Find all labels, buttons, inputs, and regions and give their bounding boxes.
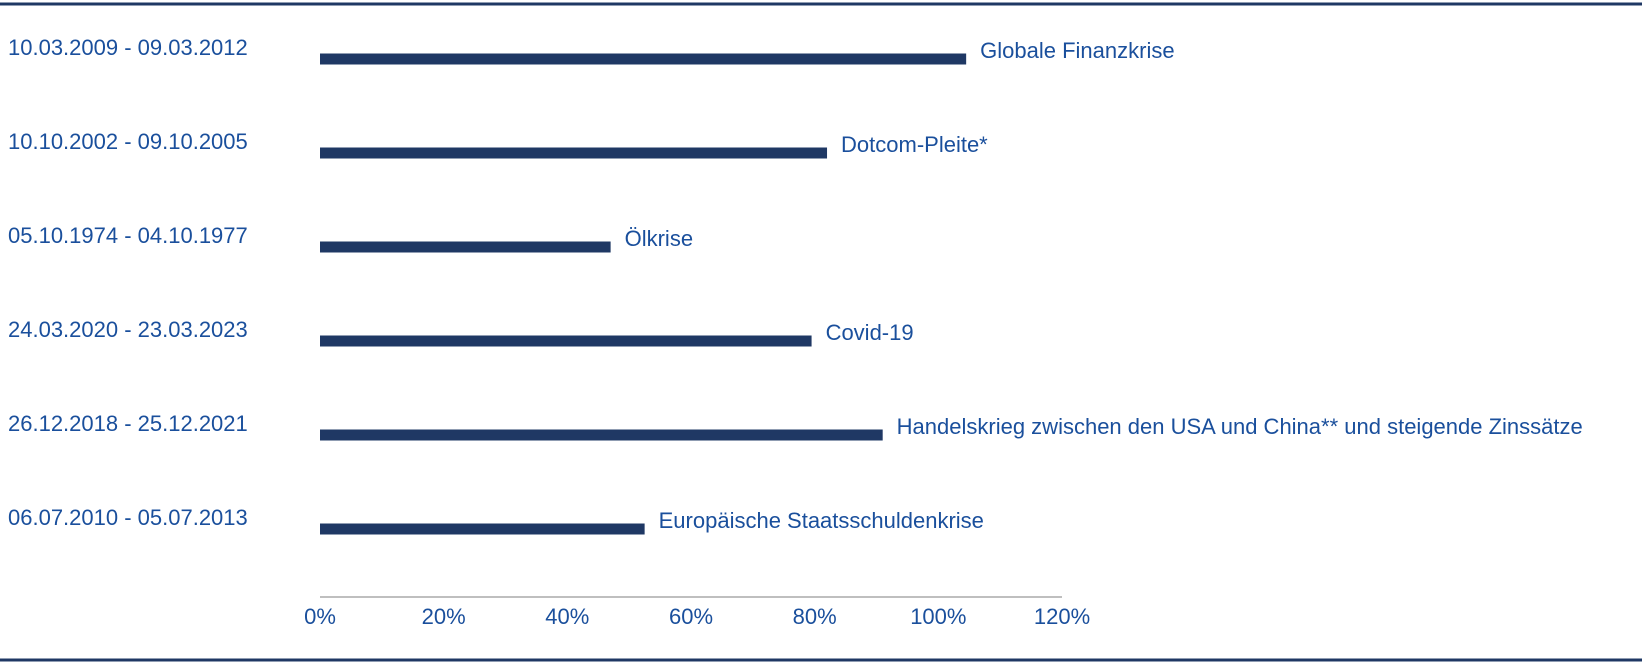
bar: [320, 53, 967, 65]
x-tick-label: 100%: [910, 604, 966, 629]
bar: [320, 335, 812, 347]
bar: [320, 429, 883, 441]
bar-label: Ölkrise: [625, 226, 693, 251]
category-label: 26.12.2018 - 25.12.2021: [8, 411, 248, 436]
category-label: 06.07.2010 - 05.07.2013: [8, 505, 248, 530]
x-axis-ticks: 0% 20% 40% 60% 80% 100% 120%: [304, 604, 1090, 629]
category-label: 24.03.2020 - 23.03.2023: [8, 317, 248, 342]
bar-label: Dotcom-Pleite*: [841, 132, 988, 157]
bar: [320, 147, 828, 159]
x-tick-label: 60%: [669, 604, 713, 629]
bar: [320, 523, 645, 535]
category-label: 10.10.2002 - 09.10.2005: [8, 129, 248, 154]
bar-label: Europäische Staatsschuldenkrise: [659, 508, 984, 533]
x-tick-label: 80%: [793, 604, 837, 629]
bar-rows: 10.03.2009 - 09.03.2012 Globale Finanzkri…: [8, 35, 1583, 535]
bar-label: Covid-19: [826, 320, 914, 345]
bar-label: Globale Finanzkrise: [980, 38, 1174, 63]
category-label: 05.10.1974 - 04.10.1977: [8, 223, 248, 248]
bar-label: Handelskrieg zwischen den USA und China*…: [897, 414, 1583, 439]
x-tick-label: 40%: [545, 604, 589, 629]
x-tick-label: 120%: [1034, 604, 1090, 629]
x-tick-label: 0%: [304, 604, 336, 629]
x-tick-label: 20%: [422, 604, 466, 629]
bar: [320, 241, 611, 253]
category-label: 10.03.2009 - 09.03.2012: [8, 35, 248, 60]
